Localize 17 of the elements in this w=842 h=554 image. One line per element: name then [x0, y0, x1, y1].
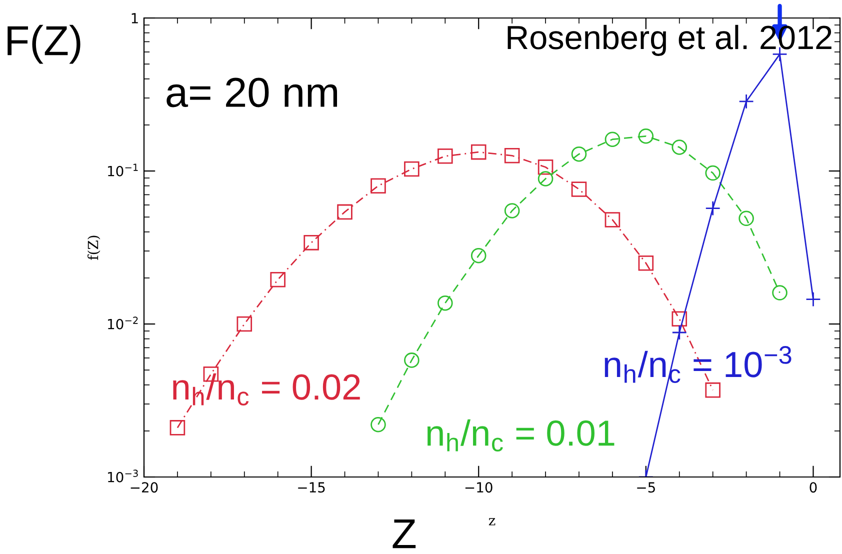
- x-tick-label: 0: [810, 482, 817, 493]
- x-tick-label: −10: [465, 482, 492, 493]
- y-tick-label: 1: [132, 13, 138, 24]
- text: Z: [392, 519, 416, 548]
- x-tick-label: −20: [130, 482, 158, 493]
- y-tick-label: 10$^{−3}$: [108, 470, 138, 482]
- y-axis-title: f(Z): [88, 236, 100, 260]
- x-tick-label: −15: [298, 482, 325, 493]
- x-axis-title: z: [488, 518, 496, 526]
- x-tick-label: −5: [637, 482, 655, 493]
- annotation: Rosenberg et al. 2012: [508, 24, 832, 56]
- annotation: a= 20 nm: [166, 78, 338, 108]
- y-tick-label: 10$^{−1}$: [108, 164, 138, 176]
- series-label: n$_{h}$/n$_{c}$ = 0.01: [427, 419, 614, 452]
- y-tick-label: 10$^{−2}$: [108, 316, 138, 330]
- series-label: n$_{h}$/n$_{c}$ = 0.02: [173, 373, 360, 406]
- text: F(Z): [8, 24, 80, 64]
